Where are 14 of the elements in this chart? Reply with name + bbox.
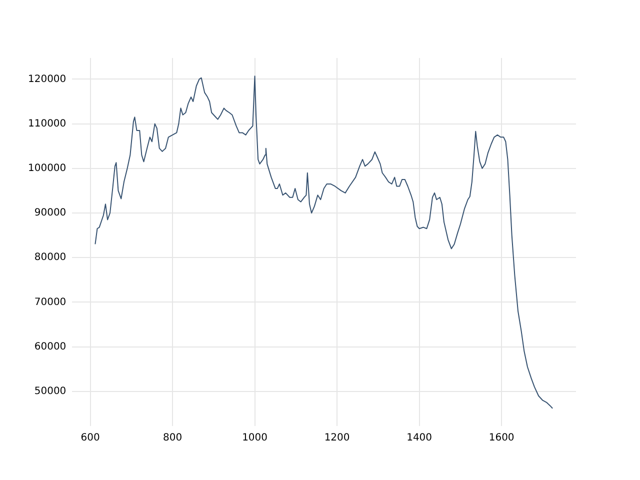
x-tick-label: 600 — [80, 432, 100, 444]
y-tick-label: 80000 — [34, 252, 66, 264]
y-tick-label: 110000 — [28, 118, 66, 130]
y-tick-label: 50000 — [34, 386, 66, 398]
x-tick-label: 1400 — [406, 432, 432, 444]
y-tick-label: 120000 — [28, 74, 66, 85]
y-tick-label: 90000 — [34, 208, 66, 219]
x-tick-label: 1000 — [242, 432, 268, 444]
y-tick-label: 100000 — [28, 162, 66, 174]
y-tick-label: 70000 — [34, 296, 66, 308]
y-tick-label: 60000 — [34, 341, 66, 352]
x-tick-label: 1200 — [324, 432, 350, 444]
x-tick-label: 1600 — [488, 432, 514, 444]
x-tick-label: 800 — [162, 432, 182, 444]
